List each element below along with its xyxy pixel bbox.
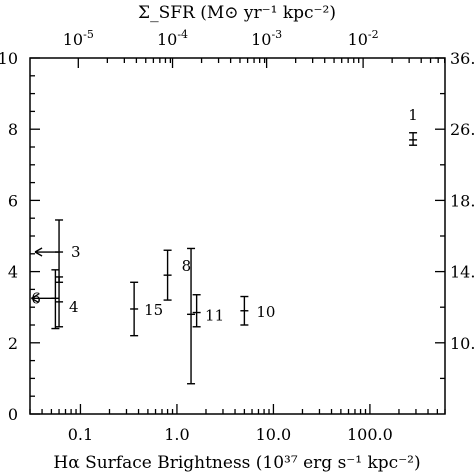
point-label: 10 bbox=[256, 303, 275, 321]
top-tick-base: 10 bbox=[251, 30, 271, 49]
right-tick-label: 10. bbox=[450, 334, 474, 353]
right-tick-label: 18. bbox=[450, 191, 474, 210]
y-tick-label: 6 bbox=[8, 191, 18, 210]
point-label: 1 bbox=[408, 106, 418, 124]
top-tick-base: 10 bbox=[63, 30, 83, 49]
top-tick-exponent: -2 bbox=[368, 28, 379, 41]
top-axis-label: Σ_SFR (M⊙ yr⁻¹ kpc⁻²) bbox=[138, 3, 336, 23]
y-tick-label: 8 bbox=[8, 120, 18, 139]
top-tick-base: 10 bbox=[157, 30, 177, 49]
top-tick-label: 10-5 bbox=[63, 28, 94, 49]
data-point: 4 bbox=[55, 276, 79, 328]
y-tick-label: 4 bbox=[8, 263, 18, 282]
top-tick-label: 10-3 bbox=[251, 28, 282, 49]
top-tick-exponent: -4 bbox=[177, 28, 188, 41]
x-tick-label: 10.0 bbox=[256, 425, 292, 444]
y-tick-label: 10 bbox=[0, 49, 18, 68]
data-point: 10 bbox=[240, 295, 275, 326]
right-tick-label: 14. bbox=[450, 263, 474, 282]
right-tick-label: 36. bbox=[450, 49, 474, 68]
y-tick-label: 2 bbox=[8, 334, 18, 353]
right-tick-label: 26. bbox=[450, 120, 474, 139]
point-label: 3 bbox=[71, 243, 81, 261]
top-tick-label: 10-2 bbox=[348, 28, 379, 49]
point-label: 8 bbox=[182, 257, 192, 275]
data-point bbox=[192, 294, 201, 328]
x-tick-label: 100.0 bbox=[347, 425, 393, 444]
data-point: 1 bbox=[408, 106, 418, 146]
axis-ticks bbox=[29, 57, 446, 415]
x-tick-label: 0.1 bbox=[68, 425, 93, 444]
upper-limit-arrow-head bbox=[31, 293, 39, 303]
data-point: 11 bbox=[187, 247, 224, 385]
plot-frame bbox=[29, 57, 446, 415]
y-tick-label: 0 bbox=[8, 405, 18, 424]
data-point: 6 bbox=[31, 269, 60, 330]
point-label: 4 bbox=[69, 298, 79, 316]
data-point: 3 bbox=[34, 219, 81, 283]
x-axis-label: Hα Surface Brightness (10³⁷ erg s⁻¹ kpc⁻… bbox=[53, 453, 420, 473]
data-points: 1 3 6 4 15 8 11 10 bbox=[31, 106, 418, 385]
point-label: 6 bbox=[31, 289, 41, 307]
tick-labels: 10-5 10-4 10-3 10-20.1 1.0 10.0 100.0024681010… bbox=[0, 28, 474, 444]
upper-limit-arrow-head bbox=[34, 247, 43, 257]
top-tick-base: 10 bbox=[348, 30, 368, 49]
point-label: 11 bbox=[205, 306, 224, 324]
point-label: 15 bbox=[144, 301, 163, 319]
top-tick-exponent: -3 bbox=[271, 28, 282, 41]
x-tick-label: 1.0 bbox=[164, 425, 189, 444]
data-point: 8 bbox=[163, 249, 192, 301]
top-tick-label: 10-4 bbox=[157, 28, 188, 49]
top-tick-exponent: -5 bbox=[83, 28, 94, 41]
data-point: 15 bbox=[130, 281, 163, 337]
